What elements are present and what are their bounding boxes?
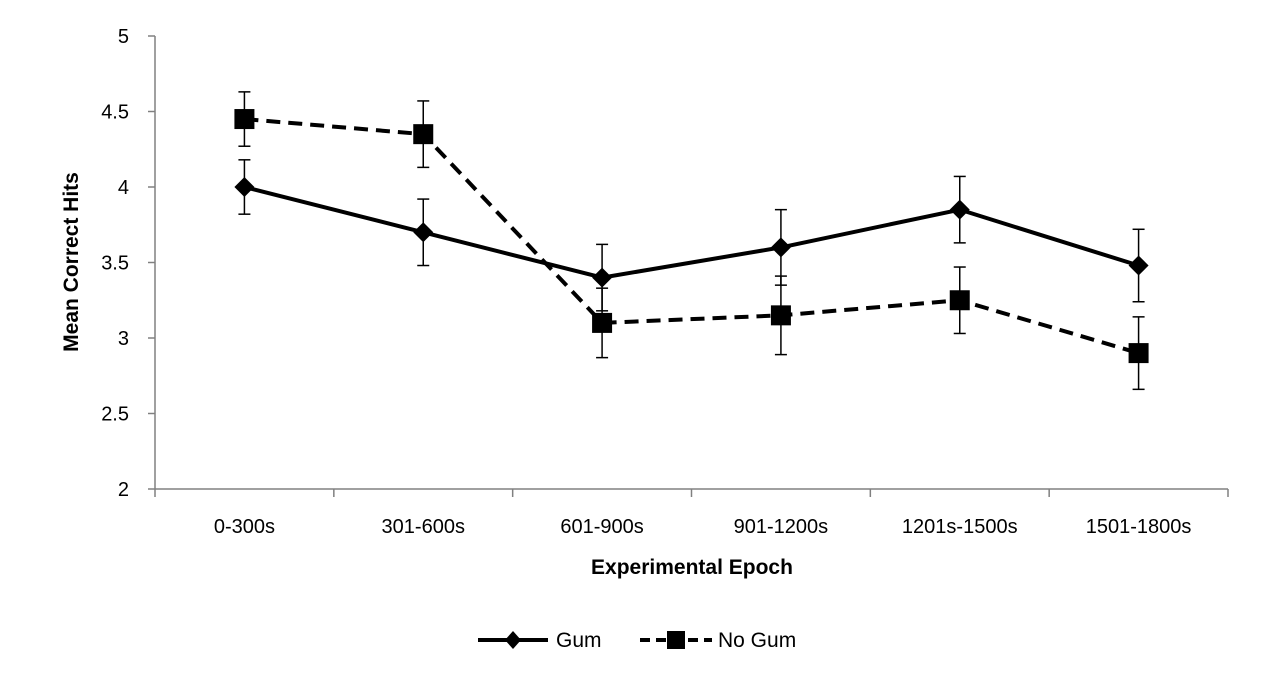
x-tick-label: 1501-1800s — [1086, 516, 1192, 538]
legend-marker-gum — [505, 631, 521, 649]
data-point-gum — [1128, 255, 1149, 276]
data-point-gum — [234, 177, 255, 197]
x-tick-label: 901-1200s — [734, 516, 829, 538]
data-point-gum — [770, 237, 791, 258]
data-point-gum — [592, 267, 613, 288]
y-axis-title: Mean Correct Hits — [60, 172, 83, 352]
series-line-gum — [243, 185, 1140, 280]
x-tick-label: 301-600s — [382, 516, 465, 538]
y-tick-label: 2 — [118, 479, 129, 501]
series-line-no-gum — [244, 117, 1140, 356]
y-tick-label: 3.5 — [101, 253, 129, 275]
x-axis-title: Experimental Epoch — [591, 556, 793, 579]
x-ticks: 0-300s 301-600s 601-900s 901-1200s 1201s-150… — [154, 489, 1229, 538]
data-point-gum — [413, 222, 434, 243]
data-point-gum — [949, 199, 970, 220]
series-layer — [234, 91, 1149, 391]
y-tick-label: 3 — [118, 328, 129, 350]
y-tick-label: 2.5 — [101, 404, 129, 426]
y-tick-label: 5 — [118, 26, 129, 48]
data-point-no-gum — [949, 290, 970, 311]
series-no-gum — [234, 91, 1149, 391]
legend: Gum No Gum — [478, 629, 796, 652]
legend-item-gum: Gum — [478, 629, 602, 652]
x-tick-label: 601-900s — [560, 516, 643, 538]
series-gum — [234, 159, 1149, 312]
y-tick-label: 4 — [118, 177, 129, 199]
data-point-no-gum — [592, 312, 613, 333]
legend-marker-no-gum — [667, 631, 685, 649]
legend-item-no-gum: No Gum — [640, 629, 796, 652]
data-point-no-gum — [770, 305, 791, 326]
x-tick-label: 0-300s — [214, 516, 275, 538]
data-point-no-gum — [234, 109, 255, 130]
data-point-no-gum — [1128, 343, 1149, 364]
y-ticks: 2 2.5 3 3.5 4 4.5 5 — [101, 26, 155, 501]
x-tick-label: 1201s-1500s — [902, 516, 1018, 538]
legend-label-no-gum: No Gum — [718, 629, 796, 652]
y-tick-label: 4.5 — [101, 102, 129, 124]
data-point-no-gum — [413, 124, 434, 145]
legend-label-gum: Gum — [556, 629, 602, 652]
